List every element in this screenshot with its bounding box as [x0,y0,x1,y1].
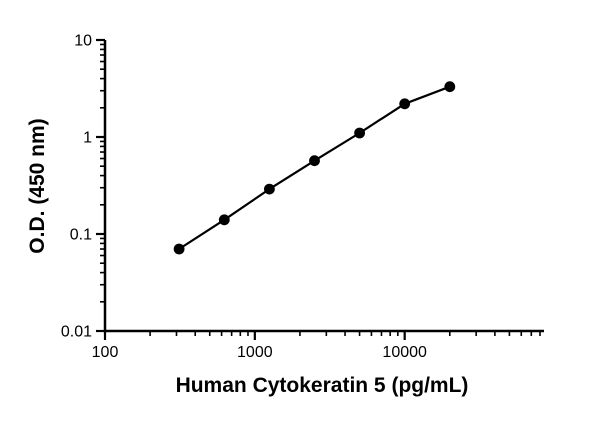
chart-layer: 100 1000 10000 0.01 0.1 1 10 [61,33,544,361]
y-tick-label: 10 [74,33,92,50]
x-tick-label: 1000 [237,344,273,361]
data-point [264,183,275,195]
data-point [218,214,230,226]
y-tick-label: 1 [83,130,92,147]
data-point [173,243,185,255]
y-axis-title: O.D. (450 nm) [26,118,49,253]
x-axis-title: Human Cytokeratin 5 (pg/mL) [176,374,469,397]
data-point [399,98,411,110]
y-tick-label: 0.1 [70,227,92,244]
data-point [309,155,320,167]
data-point [354,127,365,139]
y-tick-label: 0.01 [61,324,92,341]
x-tick-label: 10000 [382,344,427,361]
data-point [444,81,456,93]
curve-line [178,85,451,250]
x-tick-label: 100 [92,344,119,361]
